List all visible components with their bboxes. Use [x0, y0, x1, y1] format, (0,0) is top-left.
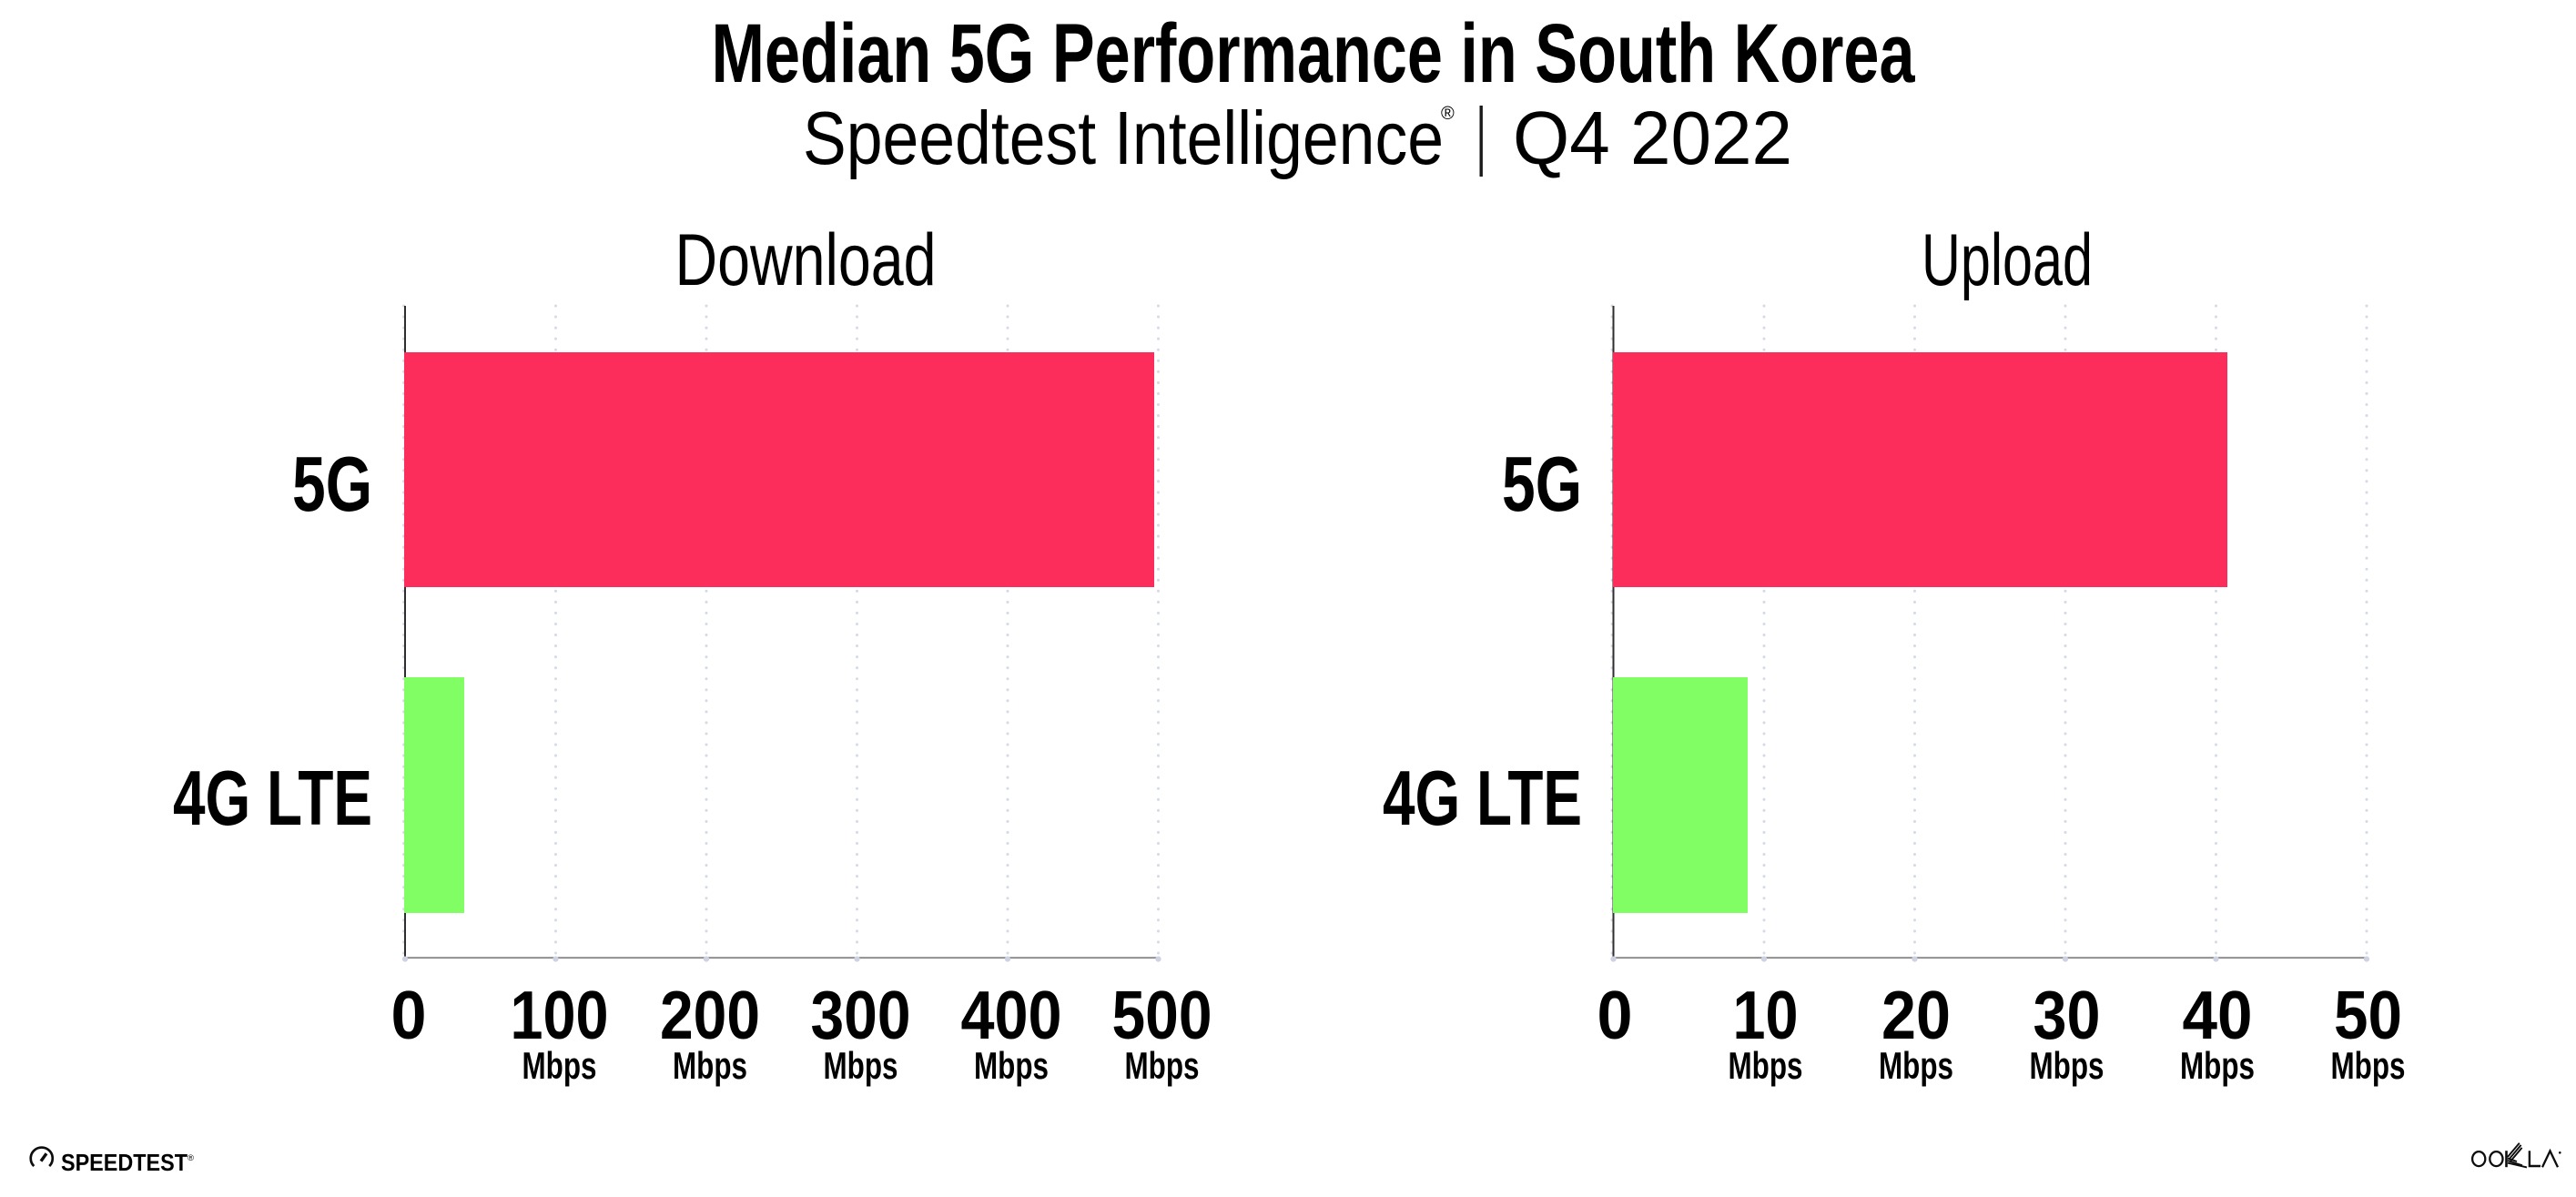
svg-text:4G LTE: 4G LTE	[173, 756, 372, 842]
svg-text:0: 0	[391, 977, 427, 1053]
svg-text:Mbps: Mbps	[974, 1044, 1049, 1087]
svg-text:100: 100	[511, 977, 609, 1053]
svg-text:400: 400	[961, 977, 1062, 1053]
svg-text:30: 30	[2033, 977, 2101, 1053]
svg-text:Mbps: Mbps	[673, 1044, 747, 1087]
svg-text:500: 500	[1112, 977, 1212, 1053]
svg-text:SPEEDTEST: SPEEDTEST	[61, 1149, 188, 1176]
svg-text:50: 50	[2334, 977, 2402, 1053]
svg-text:®: ®	[1441, 104, 1455, 124]
svg-text:200: 200	[660, 977, 760, 1053]
svg-text:Mbps: Mbps	[1879, 1044, 1953, 1087]
svg-text:Mbps: Mbps	[2030, 1044, 2104, 1087]
svg-text:Mbps: Mbps	[1729, 1044, 1803, 1087]
svg-text:40: 40	[2183, 977, 2253, 1053]
svg-text:5G: 5G	[292, 441, 372, 528]
svg-text:4G LTE: 4G LTE	[1383, 756, 1582, 842]
svg-text:Median 5G Performance in South: Median 5G Performance in South Korea	[712, 7, 1916, 100]
svg-text:®: ®	[188, 1153, 194, 1163]
svg-text:Speedtest Intelligence: Speedtest Intelligence	[803, 96, 1444, 180]
svg-text:300: 300	[811, 977, 911, 1053]
svg-text:Mbps: Mbps	[2180, 1044, 2255, 1087]
svg-text:10: 10	[1733, 977, 1799, 1053]
svg-text:Q4 2022: Q4 2022	[1513, 96, 1792, 180]
svg-text:0: 0	[1597, 977, 1633, 1053]
svg-text:Mbps: Mbps	[2331, 1044, 2406, 1087]
svg-text:Mbps: Mbps	[522, 1044, 597, 1087]
svg-text:5G: 5G	[1502, 441, 1582, 528]
svg-text:Download: Download	[675, 219, 937, 301]
svg-text:Mbps: Mbps	[824, 1044, 898, 1087]
svg-text:20: 20	[1881, 977, 1951, 1053]
svg-text:Upload: Upload	[1922, 219, 2093, 301]
svg-text:Mbps: Mbps	[1125, 1044, 1200, 1087]
